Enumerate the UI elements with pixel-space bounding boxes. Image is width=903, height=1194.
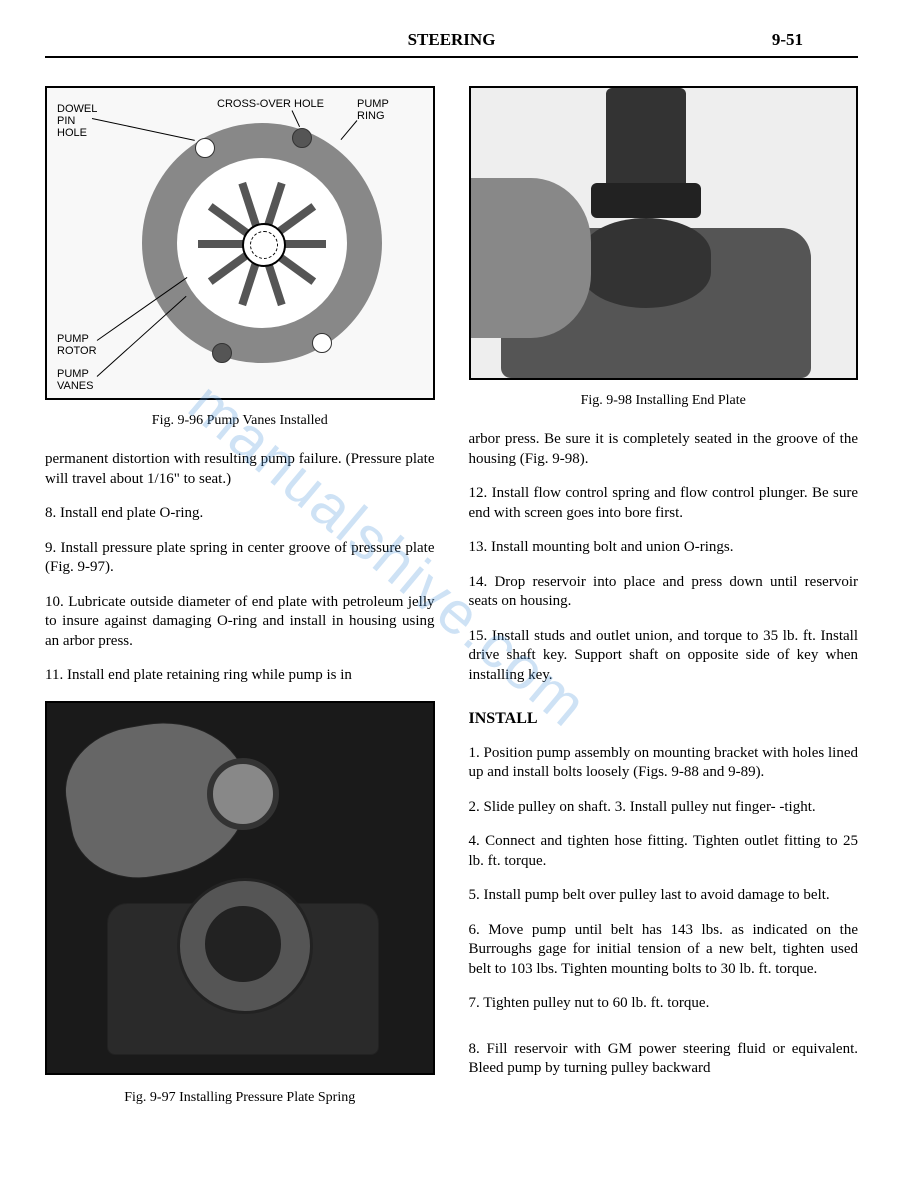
dowel-hole <box>195 138 215 158</box>
left-column: DOWEL PIN HOLE CROSS-OVER HOLE PUMP RING… <box>45 86 435 1107</box>
dowel-hole <box>312 333 332 353</box>
install-step7: 7. Tighten pulley nut to 60 lb. ft. torq… <box>469 994 859 1014</box>
content-columns: DOWEL PIN HOLE CROSS-OVER HOLE PUMP RING… <box>45 86 858 1107</box>
install-step4: 4. Connect and tighten hose fitting. Tig… <box>469 832 859 871</box>
label-dowel: DOWEL PIN HOLE <box>57 103 97 139</box>
figure-9-97 <box>45 701 435 1075</box>
para-step9: 9. Install pressure plate spring in cent… <box>45 539 435 578</box>
install-heading: INSTALL <box>469 709 859 730</box>
para-step8: 8. Install end plate O-ring. <box>45 504 435 524</box>
arbor-collar-shape <box>591 183 701 218</box>
label-ring: PUMP RING <box>357 98 389 122</box>
fig96-caption: Fig. 9-96 Pump Vanes Installed <box>45 412 435 430</box>
para-permanent: permanent distortion with resulting pump… <box>45 450 435 489</box>
page-number: 9-51 <box>772 30 803 50</box>
bore-top-shape <box>581 218 711 308</box>
label-vanes: PUMP VANES <box>57 368 93 392</box>
para-step15: 15. Install studs and outlet union, and … <box>469 627 859 686</box>
figure-9-96: DOWEL PIN HOLE CROSS-OVER HOLE PUMP RING… <box>45 86 435 400</box>
bore-inner-shape <box>205 906 281 982</box>
install-step5: 5. Install pump belt over pulley last to… <box>469 886 859 906</box>
page-header: STEERING 9-51 <box>45 30 858 58</box>
fig97-caption: Fig. 9-97 Installing Pressure Plate Spri… <box>45 1089 435 1107</box>
install-step1: 1. Position pump assembly on mounting br… <box>469 744 859 783</box>
fig98-caption: Fig. 9-98 Installing End Plate <box>469 392 859 410</box>
leader-line <box>341 120 358 140</box>
leader-line <box>292 110 301 127</box>
install-step6: 6. Move pump until belt has 143 lbs. as … <box>469 921 859 980</box>
label-crossover: CROSS-OVER HOLE <box>217 98 324 110</box>
header-title: STEERING <box>45 30 858 50</box>
para-step13: 13. Install mounting bolt and union O-ri… <box>469 538 859 558</box>
hand-shape <box>471 178 591 338</box>
para-step12: 12. Install flow control spring and flow… <box>469 484 859 523</box>
para-step11: 11. Install end plate retaining ring whi… <box>45 666 435 686</box>
figure-9-98 <box>469 86 859 380</box>
crossover-hole <box>292 128 312 148</box>
leader-line <box>92 118 195 141</box>
para-step10: 10. Lubricate outside diameter of end pl… <box>45 593 435 652</box>
pump-hub <box>242 223 286 267</box>
install-step2-3: 2. Slide pulley on shaft. 3. Install pul… <box>469 798 859 818</box>
right-column: Fig. 9-98 Installing End Plate arbor pre… <box>469 86 859 1107</box>
arbor-shaft-shape <box>606 88 686 193</box>
para-step14: 14. Drop reservoir into place and press … <box>469 573 859 612</box>
install-step8: 8. Fill reservoir with GM power steering… <box>469 1040 859 1079</box>
page: manualshive.com STEERING 9-51 <box>0 0 903 1147</box>
spring-shape <box>207 758 279 830</box>
label-rotor: PUMP ROTOR <box>57 333 97 357</box>
crossover-hole <box>212 343 232 363</box>
para-arbor: arbor press. Be sure it is completely se… <box>469 430 859 469</box>
